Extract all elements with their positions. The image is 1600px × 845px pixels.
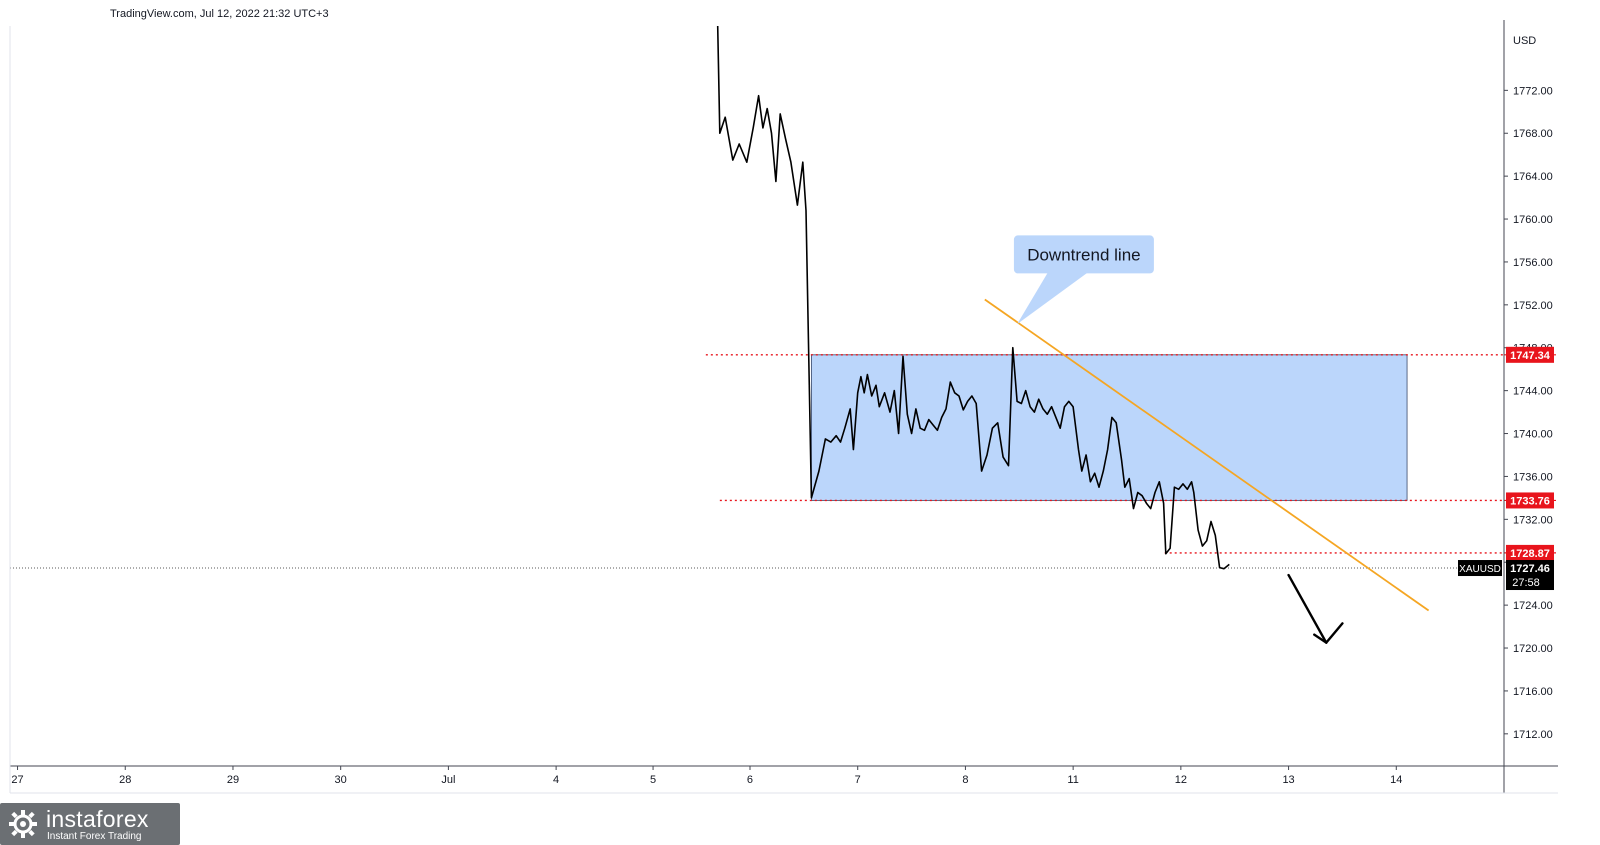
watermark-brand: instaforex <box>46 806 149 832</box>
x-tick-label: 28 <box>119 774 131 786</box>
level-price-badge[interactable] <box>1506 544 1554 561</box>
x-tick-label: 4 <box>553 774 559 786</box>
level-price-label: 1747.34 <box>1510 350 1551 362</box>
callout-pointer <box>1017 272 1088 325</box>
callout-text: Downtrend line <box>1027 245 1140 264</box>
x-tick-label: 8 <box>962 774 968 786</box>
x-tick-label: 6 <box>747 774 753 786</box>
symbol-label: XAUUSD <box>1459 564 1501 575</box>
y-tick-label: 1768.00 <box>1513 128 1553 140</box>
countdown-label: 27:58 <box>1512 577 1540 589</box>
x-tick-label: 5 <box>650 774 656 786</box>
price-line[interactable] <box>716 25 1230 570</box>
currency-label: USD <box>1513 35 1536 47</box>
level-price-label: 1733.76 <box>1510 495 1550 507</box>
callout-box[interactable] <box>1013 235 1154 274</box>
y-tick-label: 1736.00 <box>1513 471 1553 483</box>
y-tick-label: 1744.00 <box>1513 386 1553 398</box>
y-tick-label: 1712.00 <box>1513 729 1553 741</box>
instaforex-watermark: instaforex Instant Forex Trading <box>0 803 180 845</box>
x-tick-label: 29 <box>227 774 239 786</box>
y-tick-label: 1772.00 <box>1513 85 1553 97</box>
current-price-badge[interactable] <box>1506 560 1554 591</box>
x-tick-label: 12 <box>1175 774 1187 786</box>
level-price-badge[interactable] <box>1506 346 1554 363</box>
x-tick-label: Jul <box>441 774 455 786</box>
y-tick-label: 1760.00 <box>1513 214 1553 226</box>
x-tick-label: 30 <box>335 774 347 786</box>
x-tick-label: 14 <box>1390 774 1402 786</box>
y-tick-label: 1752.00 <box>1513 300 1553 312</box>
y-tick-label: 1720.00 <box>1513 643 1553 655</box>
x-tick-label: 7 <box>855 774 861 786</box>
x-tick-label: 11 <box>1067 774 1078 786</box>
down-arrow-head <box>1313 633 1328 644</box>
range-box[interactable] <box>810 354 1408 501</box>
y-tick-label: 1740.00 <box>1513 429 1553 441</box>
down-arrow[interactable] <box>1287 573 1344 644</box>
symbol-badge[interactable] <box>1458 560 1502 577</box>
downtrend-line[interactable] <box>984 298 1430 612</box>
y-tick-label: 1716.00 <box>1513 686 1553 698</box>
y-tick-label: 1732.00 <box>1513 514 1553 526</box>
level-price-label: 1728.87 <box>1510 548 1550 560</box>
x-tick-label: 13 <box>1282 774 1294 786</box>
gear-logo-icon <box>9 810 37 838</box>
y-tick-label: 1756.00 <box>1513 257 1553 269</box>
x-tick-label: 27 <box>11 774 23 786</box>
current-price-label: 1727.46 <box>1510 563 1550 575</box>
watermark-tagline: Instant Forex Trading <box>47 831 142 842</box>
chart-attribution: TradingView.com, Jul 12, 2022 21:32 UTC+… <box>110 8 329 20</box>
level-price-badge[interactable] <box>1506 492 1554 509</box>
y-tick-label: 1764.00 <box>1513 171 1553 183</box>
y-tick-label: 1724.00 <box>1513 600 1553 612</box>
